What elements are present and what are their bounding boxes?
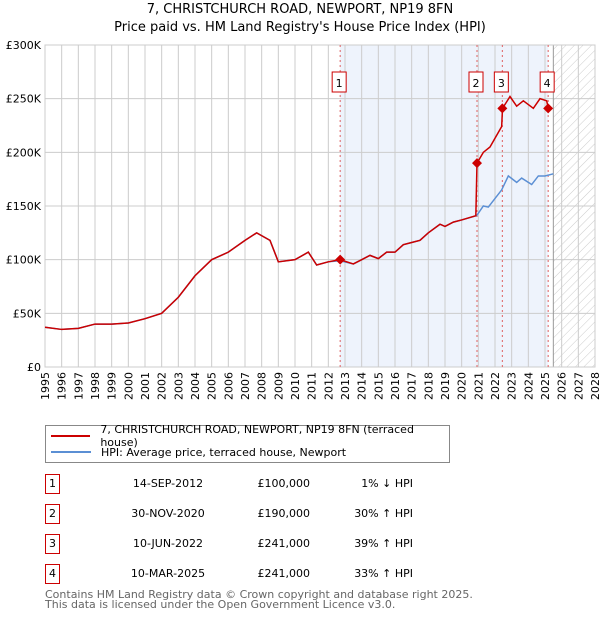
sale-date: 30-NOV-2020: [131, 507, 205, 520]
footer-line-2: This data is licensed under the Open Gov…: [45, 598, 396, 611]
x-tick-label: 1999: [106, 372, 119, 400]
x-tick-label: 2019: [439, 372, 452, 400]
x-tick-label: 2002: [156, 372, 169, 400]
x-tick-label: 2016: [389, 372, 402, 400]
sale-date: 10-MAR-2025: [130, 567, 206, 580]
y-tick-label: £200K: [6, 146, 42, 159]
x-tick-label: 2007: [239, 372, 252, 400]
x-tick-label: 2024: [522, 372, 535, 400]
x-tick-label: 2001: [139, 372, 152, 400]
x-tick-label: 1997: [72, 372, 85, 400]
x-tick-label: 2027: [572, 372, 585, 400]
x-tick-label: 2005: [206, 372, 219, 400]
sale-row: 2 30-NOV-2020 £190,000 30% ↑ HPI: [45, 504, 465, 524]
sale-row: 4 10-MAR-2025 £241,000 33% ↑ HPI: [45, 564, 465, 584]
x-tick-label: 2014: [356, 372, 369, 400]
sale-label-number: 4: [544, 77, 551, 90]
chart-subtitle: Price paid vs. HM Land Registry's House …: [114, 20, 486, 35]
sale-number: 3: [45, 534, 60, 554]
x-tick-label: 2004: [189, 372, 202, 400]
sale-number: 4: [45, 564, 60, 584]
x-tick-label: 2010: [289, 372, 302, 400]
x-tick-label: 2013: [339, 372, 352, 400]
footer-line-1: Contains HM Land Registry data © Crown c…: [45, 588, 473, 601]
plot-border: [44, 44, 596, 368]
x-tick-label: 1995: [39, 372, 52, 400]
sale-point: [335, 254, 346, 265]
x-tick-label: 2015: [372, 372, 385, 400]
sale-point: [497, 103, 508, 114]
y-tick-label: £300K: [6, 39, 42, 52]
y-tick-label: £150K: [6, 200, 42, 213]
x-tick-label: 1998: [89, 372, 102, 400]
legend-swatch-hpi: [51, 451, 91, 453]
sale-number: 1: [45, 474, 60, 494]
sale-label-number: 2: [473, 77, 480, 90]
x-tick-label: 2025: [539, 372, 552, 400]
sale-price: £190,000: [257, 507, 311, 520]
price-chart: 1995 1996 1997 1998 1999 2000 2001 2002 2003 2004…: [6, 39, 600, 400]
sale-label-box: [493, 71, 509, 93]
y-tick-label: £50K: [13, 307, 42, 320]
sale-point: [543, 103, 554, 114]
sale-date: 14-SEP-2012: [132, 477, 204, 490]
x-tick-label: 2012: [322, 372, 335, 400]
chart-title: 7, CHRISTCHURCH ROAD, NEWPORT, NP19 8FN: [146, 2, 454, 17]
sale-label-number: 3: [498, 77, 505, 90]
sale-date: 10-JUN-2022: [132, 537, 204, 550]
sale-price: £241,000: [257, 537, 311, 550]
legend-swatch-property: [51, 435, 91, 437]
x-tick-label: 1996: [56, 372, 69, 400]
x-tick-label: 2006: [222, 372, 235, 400]
sale-label-box: [468, 71, 484, 93]
footer: Contains HM Land Registry data © Crown c…: [45, 588, 473, 611]
x-tick-label: 2000: [122, 372, 135, 400]
legend-label-property: 7, CHRISTCHURCH ROAD, NEWPORT, NP19 8FN …: [100, 423, 414, 449]
x-tick-label: 2018: [422, 372, 435, 400]
sale-price: £241,000: [257, 567, 311, 580]
x-tick-label: 2003: [172, 372, 185, 400]
x-tick-label: 2021: [472, 372, 485, 400]
x-tick-label: 2008: [256, 372, 269, 400]
legend: 7, CHRISTCHURCH ROAD, NEWPORT, NP19 8FN …: [45, 423, 450, 463]
sale-row: 1 14-SEP-2012 £100,000 1% ↓ HPI: [45, 474, 465, 494]
x-tick-label: 2028: [589, 372, 600, 400]
y-tick-label: £0: [27, 361, 41, 374]
x-tick-label: 2022: [489, 372, 502, 400]
y-tick-label: £100K: [6, 254, 42, 267]
sale-hpi-diff: 39% ↑ HPI: [354, 537, 413, 550]
x-tick-label: 2020: [456, 372, 469, 400]
property-price-line: [44, 95, 550, 331]
sale-hpi-diff: 1% ↓ HPI: [361, 477, 413, 490]
sale-point: [472, 158, 482, 169]
sale-hpi-diff: 30% ↑ HPI: [354, 507, 413, 520]
x-tick-label: 2023: [506, 372, 519, 400]
x-tick-label: 2009: [272, 372, 285, 400]
sale-hpi-diff: 33% ↑ HPI: [354, 567, 413, 580]
sale-label-number: 1: [336, 77, 343, 90]
x-tick-label: 2026: [556, 372, 569, 400]
sale-label-box: [539, 71, 555, 93]
sale-price: £100,000: [257, 477, 311, 490]
sale-number: 2: [45, 504, 60, 524]
sale-label-box: [331, 71, 347, 93]
sale-row: 3 10-JUN-2022 £241,000 39% ↑ HPI: [45, 534, 465, 554]
x-tick-label: 2011: [306, 372, 319, 400]
y-tick-label: £250K: [6, 93, 42, 106]
x-tick-label: 2017: [406, 372, 419, 400]
legend-label-hpi: HPI: Average price, terraced house, Newp…: [101, 445, 347, 459]
